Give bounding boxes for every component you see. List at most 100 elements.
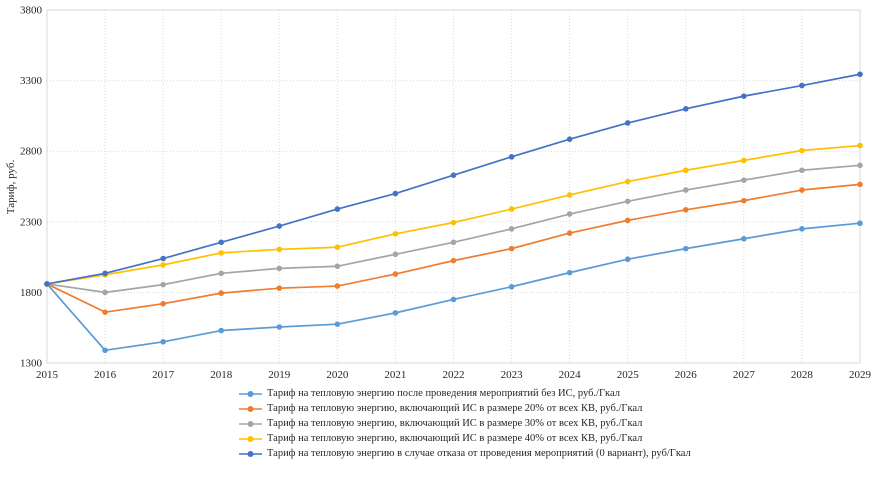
data-point [218, 290, 225, 296]
data-point [102, 289, 108, 296]
x-tick-label: 2020 [326, 369, 349, 381]
data-point [741, 177, 747, 183]
legend-label: Тариф на тепловую энергию, включающий ИС… [267, 418, 643, 429]
data-point [624, 256, 631, 263]
data-point [392, 231, 399, 237]
data-point [450, 239, 457, 246]
data-point [334, 283, 341, 289]
legend-item-1: Тариф на тепловую энергию, включающий ИС… [239, 401, 691, 416]
x-tick-label: 2022 [443, 369, 465, 381]
data-point [857, 181, 863, 188]
data-point [857, 220, 863, 227]
data-point [218, 239, 225, 246]
data-point [799, 147, 805, 154]
data-point [276, 285, 283, 291]
data-point [276, 223, 283, 229]
data-point [450, 172, 457, 179]
data-point [857, 162, 863, 169]
legend-item-0: Тариф на тепловую энергию после проведен… [239, 386, 691, 401]
data-point [741, 93, 747, 99]
data-point [682, 167, 689, 174]
data-point [276, 324, 283, 330]
data-point [741, 235, 747, 242]
y-tick-label: 1300 [20, 358, 43, 370]
data-point [450, 296, 457, 303]
data-point [334, 244, 341, 251]
x-tick-label: 2021 [384, 369, 406, 381]
data-point [508, 283, 515, 290]
data-point [392, 190, 399, 197]
data-point [799, 82, 805, 89]
data-point [160, 339, 166, 345]
data-point [624, 178, 631, 185]
legend-label: Тариф на тепловую энергию в случае отказ… [267, 448, 691, 459]
data-point [160, 262, 166, 268]
data-point [682, 206, 689, 213]
data-point [508, 226, 515, 232]
x-tick-label: 2016 [94, 369, 117, 381]
data-point [799, 226, 805, 232]
legend-marker-icon [239, 420, 262, 427]
data-point [160, 300, 166, 307]
data-point [624, 217, 631, 224]
data-point [624, 198, 631, 205]
legend-marker-icon [239, 405, 262, 412]
y-axis: 1300 1800 2300 2800 3300 3800 [20, 5, 43, 370]
data-point [218, 250, 225, 256]
data-point [102, 309, 108, 315]
x-tick-label: 2026 [675, 369, 698, 381]
series-4 [44, 71, 863, 287]
y-tick-label: 3300 [20, 75, 43, 87]
chart-legend: Тариф на тепловую энергию после проведен… [239, 386, 691, 461]
series-2 [44, 162, 863, 296]
data-point [218, 327, 225, 334]
x-tick-label: 2015 [36, 369, 59, 381]
y-tick-label: 3800 [20, 5, 43, 17]
legend-item-2: Тариф на тепловую энергию, включающий ИС… [239, 416, 691, 431]
x-axis: 2015 2016 2017 2018 2019 2020 2021 2022 2023 2024… [36, 369, 872, 381]
data-point [102, 347, 108, 354]
data-point [624, 120, 631, 126]
legend-marker-icon [239, 390, 262, 397]
plot-area [46, 9, 861, 364]
x-tick-label: 2024 [559, 369, 582, 381]
x-tick-label: 2029 [849, 369, 872, 381]
legend-label: Тариф на тепловую энергию после проведен… [267, 388, 620, 399]
data-point [508, 206, 515, 212]
data-point [566, 230, 573, 236]
data-point [566, 136, 573, 142]
data-point [102, 270, 108, 277]
data-point [741, 157, 747, 164]
data-point [44, 281, 50, 287]
data-point [741, 197, 747, 204]
y-tick-label: 2800 [20, 146, 43, 158]
x-tick-label: 2018 [210, 369, 233, 381]
legend-item-3: Тариф на тепловую энергию, включающий ИС… [239, 431, 691, 446]
data-point [160, 281, 166, 288]
x-tick-label: 2017 [152, 369, 175, 381]
data-point [566, 269, 573, 276]
data-point [566, 192, 573, 198]
data-point [450, 257, 457, 264]
data-point [450, 219, 457, 226]
legend-label: Тариф на тепловую энергию, включающий ИС… [267, 433, 643, 444]
data-point [392, 310, 399, 316]
x-tick-label: 2019 [268, 369, 291, 381]
series-0 [44, 220, 863, 354]
data-point [508, 154, 515, 160]
series-line [46, 73, 861, 285]
data-point [508, 245, 515, 252]
legend-item-4: Тариф на тепловую энергию в случае отказ… [239, 446, 691, 461]
data-point [682, 106, 689, 112]
data-point [276, 246, 283, 253]
legend-marker-icon [239, 435, 262, 442]
data-point [566, 211, 573, 217]
data-point [392, 251, 399, 258]
data-point [799, 167, 805, 174]
data-point [799, 187, 805, 193]
x-tick-label: 2023 [501, 369, 524, 381]
y-tick-label: 2300 [20, 216, 43, 228]
data-point [392, 271, 399, 277]
